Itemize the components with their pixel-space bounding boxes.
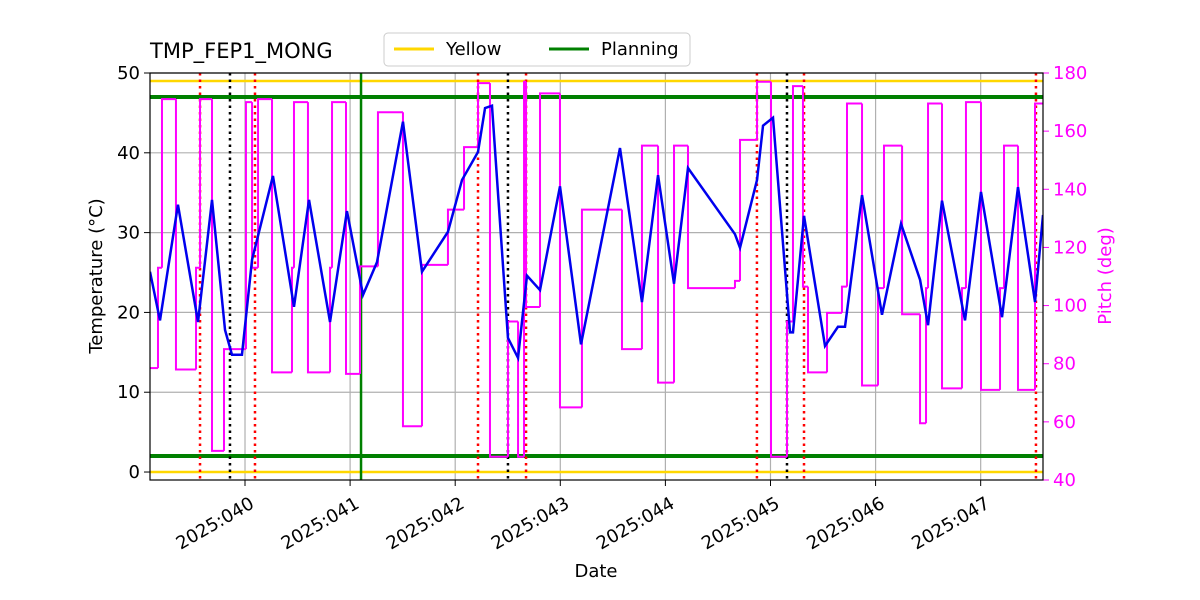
- x-tick-label: 2025:043: [488, 493, 573, 554]
- pitch-step: [463, 146, 479, 210]
- y-tick-label: 40: [117, 143, 140, 164]
- plot-frame: [149, 72, 1044, 481]
- pitch-step: [686, 145, 735, 290]
- x-tick-label: 2025:045: [698, 493, 783, 554]
- pitch-step: [331, 101, 347, 268]
- x-tick-label: 2025:046: [803, 493, 888, 554]
- pitch-step: [525, 81, 541, 309]
- pitch-step: [174, 99, 197, 371]
- pitch-step: [785, 320, 793, 457]
- x-tick-label: 2025:047: [908, 493, 993, 554]
- pitch-step: [257, 98, 273, 268]
- y-tick-label: 20: [117, 302, 140, 323]
- y-tick-label: 50: [117, 63, 140, 84]
- pitch-step: [801, 86, 809, 288]
- pitch-step: [477, 82, 490, 148]
- pitch-step: [840, 285, 847, 313]
- pitch-step: [845, 102, 863, 287]
- pitch-step: [211, 99, 224, 452]
- pitch-step: [244, 101, 253, 350]
- y2-tick-label: 120: [1053, 237, 1087, 258]
- pitch-step: [199, 98, 213, 268]
- pitch-step: [826, 311, 842, 373]
- pitch-step: [807, 286, 828, 374]
- pitch-step: [791, 85, 803, 322]
- pitch-step: [290, 266, 294, 373]
- pitch-step: [941, 103, 962, 390]
- pitch-step: [927, 102, 943, 289]
- pitch-step: [756, 80, 772, 140]
- x-tick-label: 2025:042: [383, 493, 468, 554]
- y2-tick-label: 80: [1053, 354, 1076, 375]
- pitch-step: [446, 208, 465, 265]
- pitch-step: [901, 145, 921, 316]
- pitch-step: [733, 279, 741, 289]
- y2-tick-label: 180: [1053, 63, 1087, 84]
- pitch-step: [925, 287, 929, 424]
- pitch-step: [1016, 145, 1036, 391]
- pitch-step: [160, 98, 176, 268]
- x-tick-label: 2025:040: [173, 493, 258, 554]
- x-tick-label: 2025:041: [278, 493, 363, 554]
- pitch-step: [488, 83, 508, 458]
- pitch-step: [640, 144, 659, 350]
- y-axis-label: Temperature (°C): [86, 198, 107, 354]
- y2-tick-label: 100: [1053, 296, 1087, 317]
- pitch-step: [271, 99, 292, 374]
- pitch-step: [964, 101, 981, 289]
- y2-tick-label: 140: [1053, 179, 1087, 200]
- y-tick-label: 30: [117, 223, 140, 244]
- pitch-step: [358, 265, 378, 374]
- pitch-step: [673, 144, 688, 383]
- x-axis-label: Date: [574, 561, 617, 582]
- pitch-step: [620, 209, 642, 351]
- chart-title: TMP_FEP1_MONG: [149, 39, 333, 64]
- pitch-step: [739, 138, 758, 281]
- pitch-step: [517, 321, 525, 458]
- legend-box: [383, 32, 691, 67]
- pitch-step: [420, 263, 448, 427]
- pitch-step: [539, 92, 560, 308]
- pitch-step: [882, 144, 903, 289]
- pitch-step: [376, 111, 403, 267]
- pitch-step: [345, 102, 360, 375]
- y2-tick-label: 60: [1053, 412, 1076, 433]
- y2-tick-label: 40: [1053, 470, 1076, 491]
- legend-label: Planning: [601, 39, 679, 60]
- pitch-step: [292, 101, 308, 268]
- y2-tick-label: 160: [1053, 121, 1087, 142]
- pitch-step: [156, 266, 162, 369]
- pitch-step: [401, 112, 422, 428]
- pitch-step: [919, 314, 927, 425]
- pitch-step: [195, 266, 201, 370]
- temperature-line: [150, 104, 1043, 363]
- pitch-step: [222, 348, 246, 451]
- legend-label: Yellow: [445, 39, 501, 60]
- pitch-step: [523, 80, 527, 457]
- pitch-step: [329, 266, 333, 373]
- x-tick-label: 2025:044: [593, 493, 678, 554]
- pitch-step: [770, 81, 787, 458]
- pitch-step: [960, 287, 966, 389]
- y2-axis-label: Pitch (deg): [1095, 227, 1116, 325]
- pitch-step: [1003, 144, 1018, 289]
- y-tick-label: 0: [129, 462, 140, 483]
- pitch-step: [558, 93, 582, 409]
- pitch-step: [306, 102, 331, 374]
- pitch-step: [999, 287, 1005, 390]
- y-tick-label: 10: [117, 382, 140, 403]
- pitch-step: [657, 145, 675, 384]
